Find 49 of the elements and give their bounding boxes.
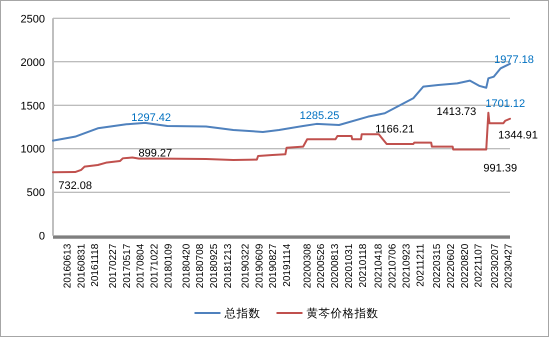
annotation: 1297.42 <box>131 112 172 124</box>
x-tick-label: 20160613 <box>62 243 74 288</box>
x-tick-label: 20210418 <box>374 243 385 288</box>
x-tick-label: 20190827 <box>268 243 280 288</box>
x-tick-label: 20170804 <box>136 243 147 288</box>
annotation: 1344.91 <box>498 130 538 142</box>
x-tick-label: 20220315 <box>432 243 443 288</box>
legend-label: 总指数 <box>224 307 260 320</box>
x-tick-label: 20211211 <box>415 243 426 287</box>
x-tick-label: 20201031 <box>344 243 356 288</box>
annotation: 991.39 <box>483 162 518 174</box>
x-tick-label: 20160831 <box>76 243 88 288</box>
x-tick-label: 20180109 <box>164 243 175 288</box>
x-tick-label: 20190322 <box>240 243 252 288</box>
annotation: 1166.21 <box>375 123 414 136</box>
legend-label: 黄芩价格指数 <box>306 307 378 320</box>
x-tick-label: 20170227 <box>108 243 119 288</box>
x-tick-label: 20181213 <box>222 243 234 288</box>
x-tick-label: 20230207 <box>490 243 501 288</box>
x-tick-label: 20161118 <box>90 243 102 287</box>
x-tick-label: 20200526 <box>316 243 328 288</box>
x-tick-label: 20171022 <box>150 243 161 288</box>
annotation: 1285.25 <box>300 110 340 122</box>
y-tick-label: 1500 <box>20 100 45 112</box>
x-tick-label: 20200813 <box>330 243 342 288</box>
x-tick-label: 20220820 <box>460 243 471 288</box>
x-tick-label: 20200308 <box>302 243 314 288</box>
x-tick-label: 20170517 <box>122 243 133 288</box>
x-tick-label: 20191114 <box>282 243 294 287</box>
y-tick-label: 1000 <box>20 144 45 156</box>
x-tick-label: 20230427 <box>504 243 515 288</box>
annotation: 899.27 <box>138 148 172 160</box>
x-tick-label: 20190609 <box>254 243 266 288</box>
annotation: 1413.73 <box>436 106 476 118</box>
x-tick-label: 20210923 <box>402 243 413 288</box>
x-tick-label: 20180708 <box>195 243 206 288</box>
y-tick-label: 2000 <box>20 56 45 69</box>
x-tick-label: 20180420 <box>181 243 192 288</box>
x-tick-label: 20221107 <box>474 243 485 288</box>
annotation: 1977.18 <box>494 54 534 66</box>
annotation: 732.08 <box>58 180 92 192</box>
x-tick-label: 20220602 <box>446 243 457 288</box>
y-tick-label: 500 <box>26 187 45 200</box>
y-tick-label: 2500 <box>20 13 45 26</box>
x-tick-label: 20210706 <box>388 243 399 288</box>
annotation: 1701.12 <box>485 98 526 110</box>
y-tick-label: 0 <box>38 230 45 243</box>
x-tick-label: 20180925 <box>209 243 220 288</box>
x-tick-label: 20210118 <box>358 243 369 288</box>
